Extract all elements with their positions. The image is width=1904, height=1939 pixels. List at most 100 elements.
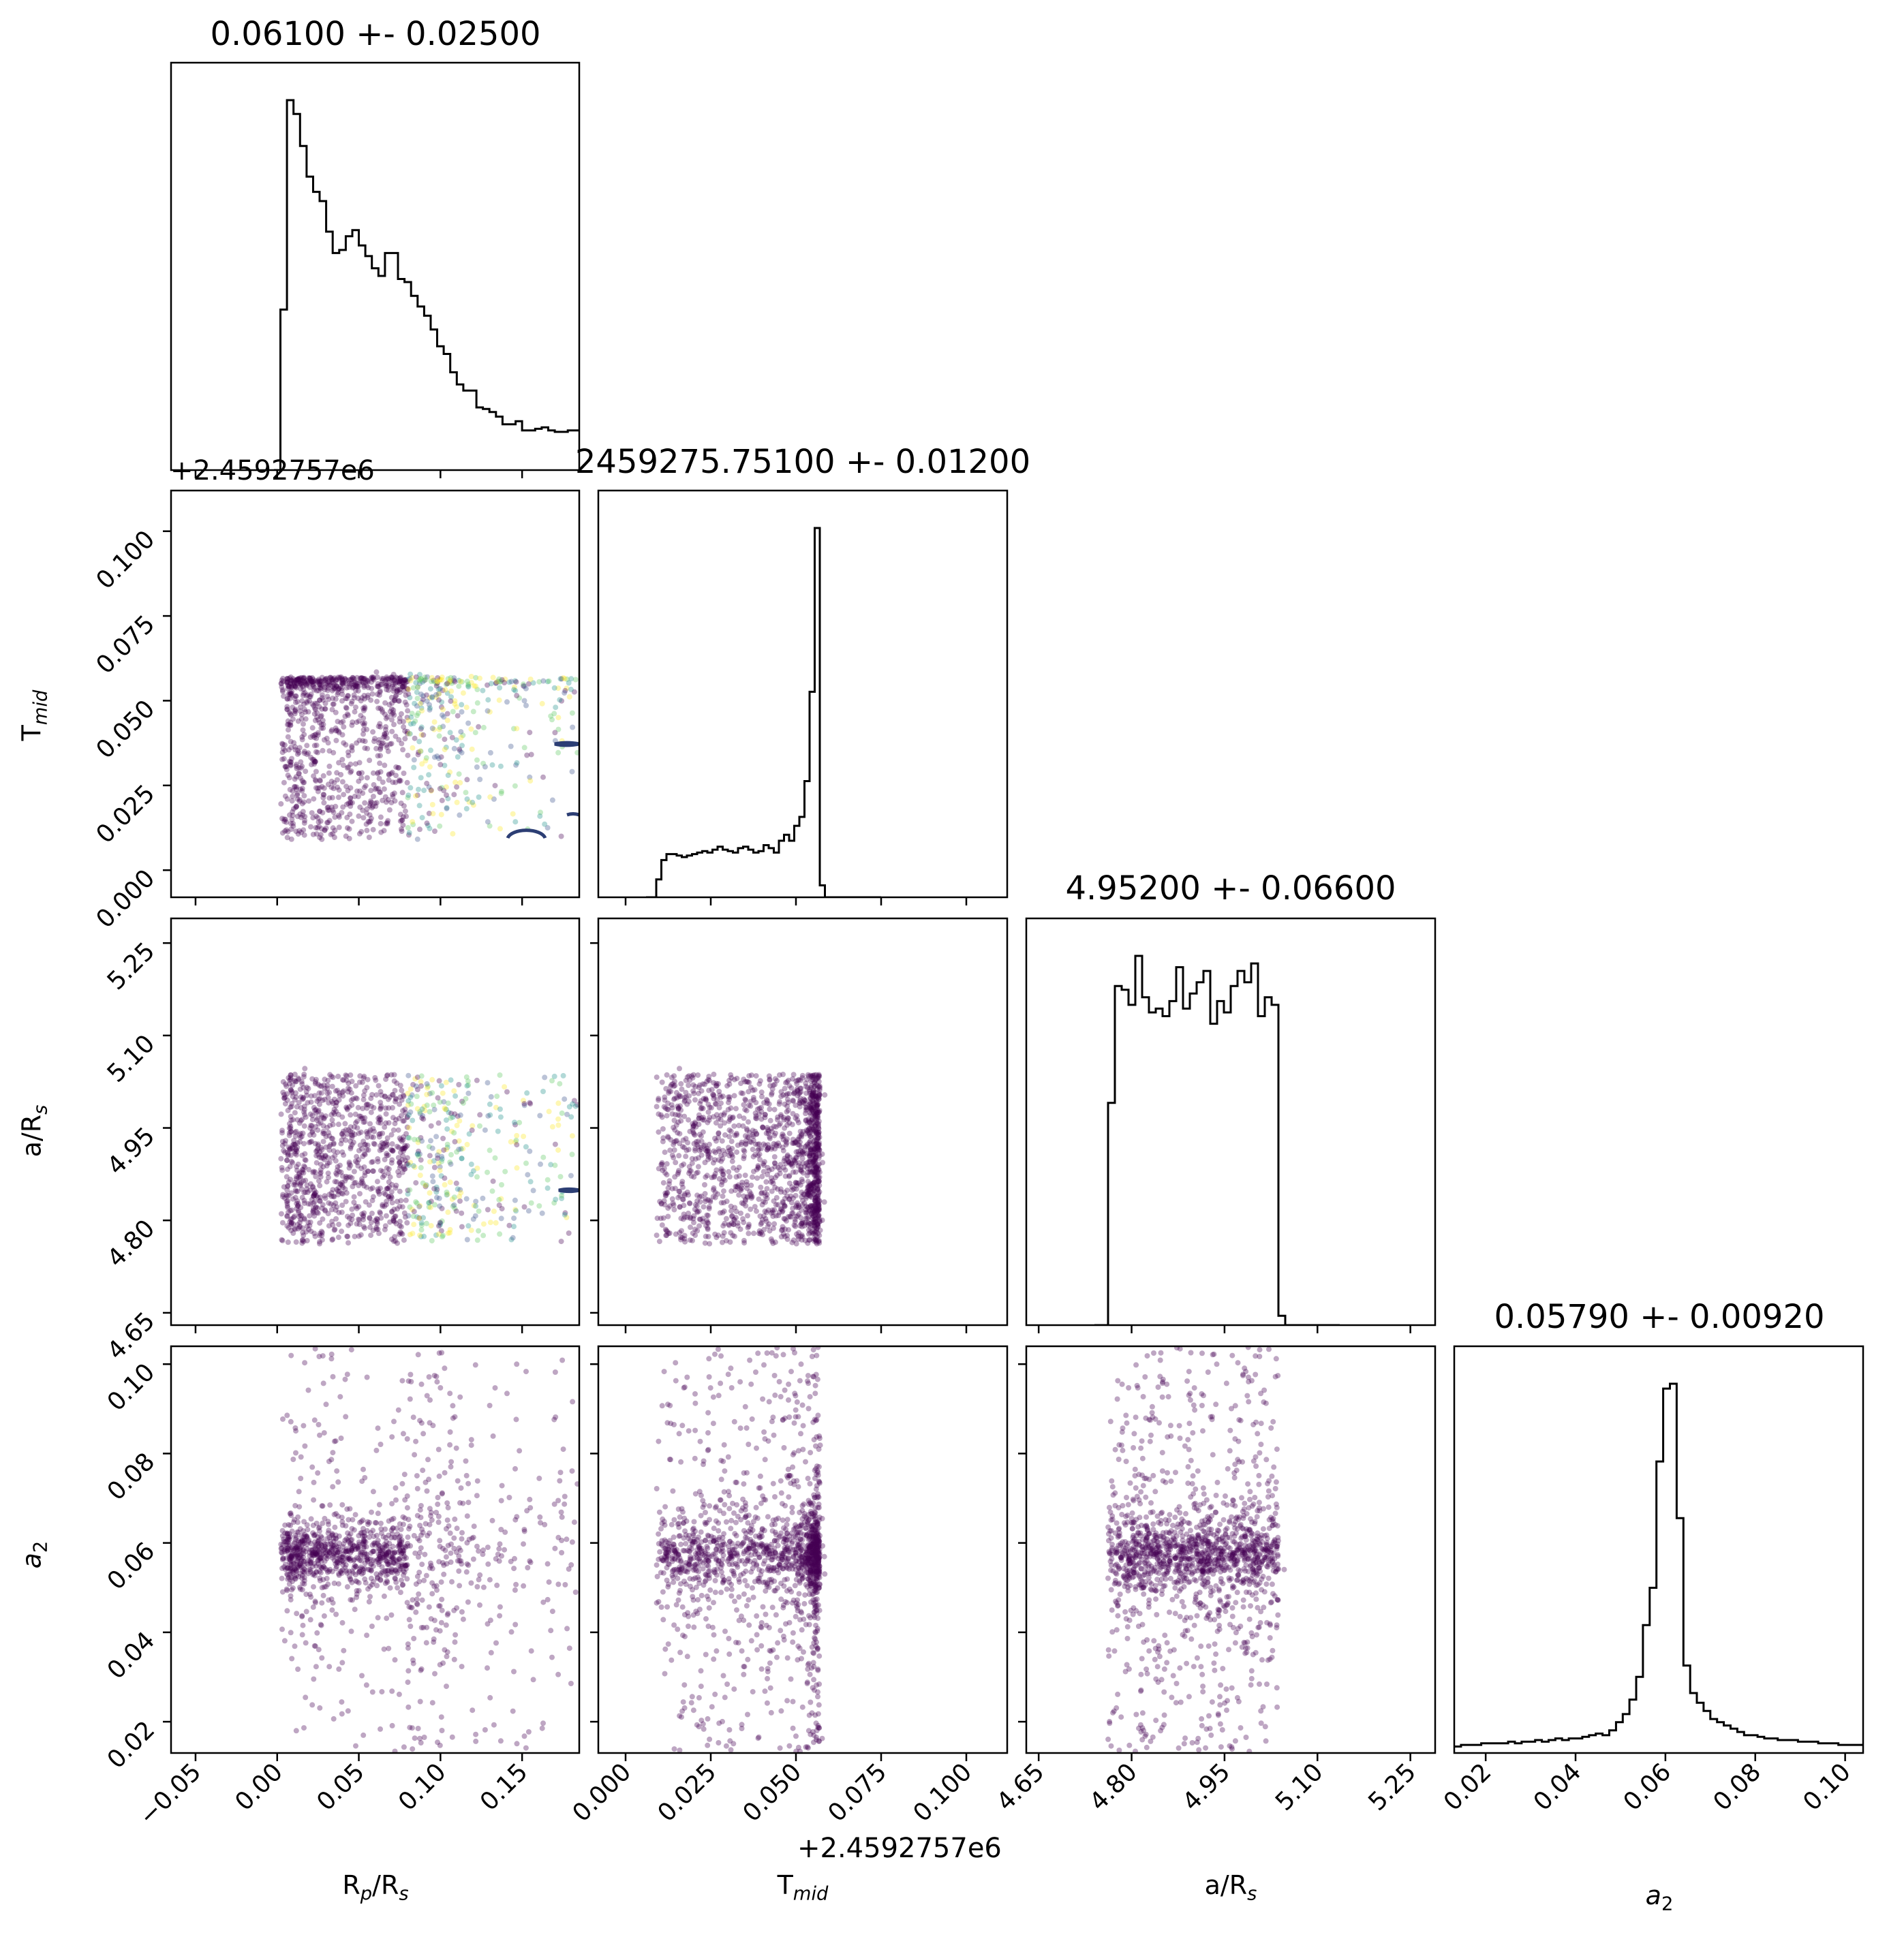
- scatter-point: [703, 1191, 708, 1196]
- scatter-point: [393, 1185, 398, 1191]
- scatter-point: [284, 1412, 290, 1418]
- scatter-point: [570, 1151, 575, 1157]
- scatter-point: [336, 1581, 341, 1587]
- scatter-point: [376, 737, 382, 743]
- scatter-point: [761, 1162, 767, 1168]
- scatter-point: [776, 1123, 782, 1128]
- scatter-point: [787, 1214, 793, 1220]
- scatter-point: [384, 1111, 389, 1117]
- scatter-point: [288, 1228, 294, 1233]
- scatter-point: [387, 1094, 393, 1100]
- scatter-point: [400, 1582, 405, 1587]
- scatter-point: [385, 1186, 390, 1192]
- scatter-point: [412, 1735, 418, 1741]
- scatter-point: [335, 1479, 341, 1485]
- scatter-point: [470, 1707, 475, 1713]
- scatter-point: [459, 709, 465, 715]
- scatter-point: [278, 1156, 283, 1162]
- scatter-point: [394, 1221, 399, 1226]
- scatter-point: [405, 1436, 410, 1442]
- scatter-point: [424, 692, 429, 698]
- scatter-point: [419, 1562, 425, 1567]
- scatter-point: [311, 1230, 317, 1236]
- scatter-point: [395, 1585, 400, 1591]
- scatter-point: [293, 1428, 298, 1433]
- scatter-point: [521, 1583, 526, 1589]
- scatter-point: [765, 1145, 771, 1151]
- scatter-point: [408, 678, 413, 683]
- scatter-point: [679, 1235, 685, 1241]
- scatter-point: [726, 1078, 732, 1083]
- scatter-point: [440, 707, 446, 712]
- scatter-point: [413, 1439, 418, 1444]
- scatter-point: [410, 819, 415, 824]
- scatter-point: [473, 683, 478, 689]
- scatter-point: [558, 676, 564, 681]
- scatter-point: [674, 1122, 679, 1128]
- scatter-point: [703, 1160, 708, 1165]
- scatter-point: [378, 1442, 384, 1447]
- scatter-point: [300, 778, 305, 784]
- scatter-point: [375, 770, 381, 775]
- scatter-point: [570, 725, 575, 730]
- scatter-point: [388, 800, 394, 805]
- scatter-point: [398, 1534, 403, 1539]
- scatter-point: [360, 1467, 366, 1472]
- scatter-point: [358, 1114, 363, 1119]
- scatter-point: [348, 1072, 353, 1078]
- scatter-point: [281, 746, 286, 751]
- scatter-point: [339, 1699, 344, 1705]
- scatter-point: [358, 829, 364, 835]
- scatter-point: [459, 702, 464, 707]
- scatter-point: [339, 757, 345, 762]
- scatter-point: [497, 1558, 502, 1564]
- scatter-point: [361, 676, 367, 681]
- scatter-point: [470, 747, 475, 752]
- scatter-point: [427, 1397, 433, 1403]
- scatter-point: [301, 827, 306, 833]
- scatter-point: [433, 1134, 439, 1139]
- scatter-point: [316, 1647, 322, 1652]
- scatter-point: [428, 747, 433, 753]
- scatter-point: [750, 1147, 756, 1152]
- scatter-point: [727, 1239, 733, 1245]
- scatter-point: [369, 1134, 374, 1140]
- scatter-point: [482, 1128, 488, 1133]
- scatter-point: [526, 1208, 532, 1213]
- scatter-point: [732, 1093, 737, 1098]
- scatter-point: [472, 1523, 477, 1529]
- scatter-point: [396, 1116, 401, 1121]
- scatter-point: [444, 1190, 450, 1195]
- scatter-point: [288, 1208, 293, 1213]
- scatter-point: [808, 1153, 813, 1158]
- scatter-point: [404, 702, 410, 708]
- scatter-point: [354, 1119, 360, 1124]
- scatter-point: [407, 830, 412, 835]
- scatter-point: [280, 1220, 286, 1226]
- scatter-point: [317, 698, 322, 703]
- scatter-point: [341, 792, 346, 797]
- scatter-point: [281, 1564, 287, 1570]
- scatter-point: [739, 1090, 744, 1096]
- scatter-point: [678, 1215, 684, 1221]
- scatter-point: [304, 743, 309, 748]
- scatter-point: [289, 684, 294, 689]
- scatter-point: [279, 1111, 284, 1117]
- scatter-point: [742, 1149, 748, 1154]
- scatter-point: [378, 1726, 383, 1732]
- scatter-point: [787, 1181, 793, 1186]
- scatter-point: [320, 1131, 326, 1136]
- scatter-point: [772, 1161, 778, 1166]
- scatter-point: [522, 1733, 527, 1739]
- scatter-point: [813, 1114, 818, 1119]
- scatter-point: [348, 1144, 354, 1149]
- scatter-point: [445, 717, 450, 723]
- scatter-point: [291, 1138, 296, 1143]
- scatter-point: [497, 1613, 502, 1619]
- scatter-point: [430, 1700, 435, 1705]
- scatter-point: [677, 1230, 682, 1235]
- scatter-point: [313, 1190, 319, 1195]
- scatter-point: [550, 1124, 555, 1130]
- scatter-point: [401, 1134, 406, 1140]
- scatter-point: [374, 699, 380, 704]
